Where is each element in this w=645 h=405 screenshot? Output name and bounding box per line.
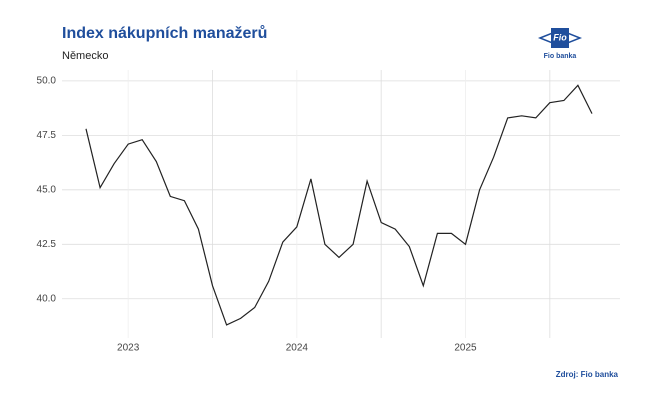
y-tick-label: 50.0 (37, 76, 57, 87)
y-tick-label: 47.5 (37, 130, 57, 141)
y-tick-label: 45.0 (37, 184, 57, 195)
x-tick-label: 2025 (454, 343, 477, 354)
y-tick-label: 40.0 (37, 293, 57, 304)
logo-name: Fio banka (544, 53, 577, 60)
chart-subtitle: Německo (62, 50, 108, 62)
logo-box (551, 28, 569, 48)
x-tick-label: 2023 (117, 343, 140, 354)
logo-mark: Fio (553, 32, 567, 42)
line (85, 84, 593, 326)
y-tick-label: 42.5 (37, 239, 57, 250)
source: Zdroj: Fio banka (556, 370, 619, 379)
x-tick-label: 2024 (286, 343, 309, 354)
logo: Fio Fio banka (537, 28, 583, 60)
chart-title: Index nákupních manažerů (62, 25, 267, 42)
